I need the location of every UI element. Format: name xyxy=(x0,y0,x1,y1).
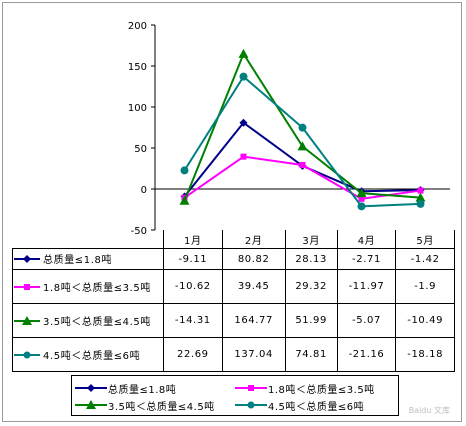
data-point xyxy=(417,187,424,194)
data-point xyxy=(238,48,249,58)
value-cell: 39.45 xyxy=(221,269,286,304)
data-point xyxy=(297,141,308,151)
row-label-cell: 4.5吨＜总质量≤6吨 xyxy=(12,337,164,372)
y-tick-label: 150 xyxy=(128,62,147,73)
data-point xyxy=(239,72,248,81)
y-tick-label: 50 xyxy=(134,144,147,155)
table-header-row: 1月 2月 3月 4月 5月 xyxy=(13,230,455,249)
data-point xyxy=(357,202,366,211)
legend-swatch xyxy=(14,283,40,290)
series-3 xyxy=(179,48,426,205)
legend-item: 总质量≤1.8吨 xyxy=(74,380,176,396)
data-point xyxy=(179,195,190,205)
table-row: 3.5吨＜总质量≤4.5吨 -14.31 164.77 51.99 -5.07 -10.4… xyxy=(12,303,455,338)
table-corner xyxy=(13,230,164,249)
row-label-cell: 1.8吨＜总质量≤3.5吨 xyxy=(12,269,164,304)
legend-swatch xyxy=(75,384,107,392)
data-point xyxy=(356,188,367,198)
value-cell: -18.18 xyxy=(395,337,455,372)
table-row: 总质量≤1.8吨 -9.11 80.82 28.13 -2.71 -1.42 xyxy=(12,248,455,270)
chart-frame xyxy=(2,2,462,422)
category-label: 3月 xyxy=(284,230,338,249)
row-label: 3.5吨＜总质量≤4.5吨 xyxy=(43,316,151,328)
data-point xyxy=(358,195,365,202)
value-cell: 137.04 xyxy=(221,337,286,372)
legend-swatch xyxy=(14,255,40,263)
legend-label: 4.5吨＜总质量≤6吨 xyxy=(268,401,365,413)
value-cell: -1.42 xyxy=(395,248,455,270)
category-label: 2月 xyxy=(221,230,286,249)
data-table: 1月 2月 3月 4月 5月 总质量≤1.8吨 -9.11 80.82 28.13 -2.71 -1… xyxy=(12,230,455,372)
legend-label: 总质量≤1.8吨 xyxy=(108,384,177,396)
legend-label: 1.8吨＜总质量≤3.5吨 xyxy=(268,384,375,396)
value-cell: 22.69 xyxy=(163,337,223,372)
value-cell: 51.99 xyxy=(284,303,338,338)
legend-swatch xyxy=(14,351,40,358)
y-tick-label: 200 xyxy=(128,21,147,32)
y-tick-label: -50 xyxy=(131,226,147,237)
value-cell: -10.49 xyxy=(395,303,455,338)
category-label: 4月 xyxy=(336,230,397,249)
row-label-cell: 总质量≤1.8吨 xyxy=(12,248,164,270)
legend-swatch xyxy=(235,401,267,409)
watermark: Baidu 文库 xyxy=(408,406,450,415)
value-cell: -10.62 xyxy=(163,269,223,304)
value-cell: 28.13 xyxy=(284,248,338,270)
value-cell: -21.16 xyxy=(336,337,397,372)
value-cell: -2.71 xyxy=(336,248,397,270)
table-row: 1.8吨＜总质量≤3.5吨 -10.62 39.45 29.32 -11.97 -1.9 xyxy=(12,269,455,304)
legend-item: 4.5吨＜总质量≤6吨 xyxy=(234,397,364,413)
series-line xyxy=(183,121,421,198)
value-cell: 74.81 xyxy=(284,337,338,372)
value-cell: -11.97 xyxy=(336,269,397,304)
series-4 xyxy=(180,72,425,211)
legend-item: 1.8吨＜总质量≤3.5吨 xyxy=(234,380,375,396)
data-point xyxy=(298,123,307,132)
value-cell: 164.77 xyxy=(221,303,286,338)
data-point xyxy=(240,153,247,160)
chart-axes: -50 0 50 100 150 200 xyxy=(128,21,450,237)
legend-swatch xyxy=(14,315,40,325)
row-label: 4.5吨＜总质量≤6吨 xyxy=(43,350,141,362)
value-cell: -1.9 xyxy=(395,269,455,304)
value-cell: 80.82 xyxy=(221,248,286,270)
value-cell: -9.11 xyxy=(163,248,223,270)
legend-swatch xyxy=(75,400,107,409)
data-point xyxy=(415,192,426,202)
value-cell: 29.32 xyxy=(284,269,338,304)
row-label: 1.8吨＜总质量≤3.5吨 xyxy=(43,282,151,294)
y-tick-label: 0 xyxy=(141,185,147,196)
category-label: 5月 xyxy=(395,230,455,249)
chart-lines xyxy=(179,48,426,211)
row-label: 总质量≤1.8吨 xyxy=(43,255,113,266)
legend-item: 3.5吨＜总质量≤4.5吨 xyxy=(74,397,215,413)
legend-label: 3.5吨＜总质量≤4.5吨 xyxy=(108,401,215,413)
y-tick-label: 100 xyxy=(128,103,147,114)
row-label-cell: 3.5吨＜总质量≤4.5吨 xyxy=(12,303,164,338)
data-point xyxy=(239,118,248,127)
legend-swatch xyxy=(235,385,267,391)
data-point xyxy=(299,161,306,168)
legend: 总质量≤1.8吨 1.8吨＜总质量≤3.5吨 3.5吨＜总质量≤4.5吨 4.5吨＜总… xyxy=(71,375,399,416)
table-row: 4.5吨＜总质量≤6吨 22.69 137.04 74.81 -21.16 -18.18 xyxy=(12,337,455,372)
value-cell: -5.07 xyxy=(336,303,397,338)
category-label: 1月 xyxy=(163,230,223,249)
value-cell: -14.31 xyxy=(163,303,223,338)
data-point xyxy=(180,166,189,175)
data-point xyxy=(416,199,425,208)
